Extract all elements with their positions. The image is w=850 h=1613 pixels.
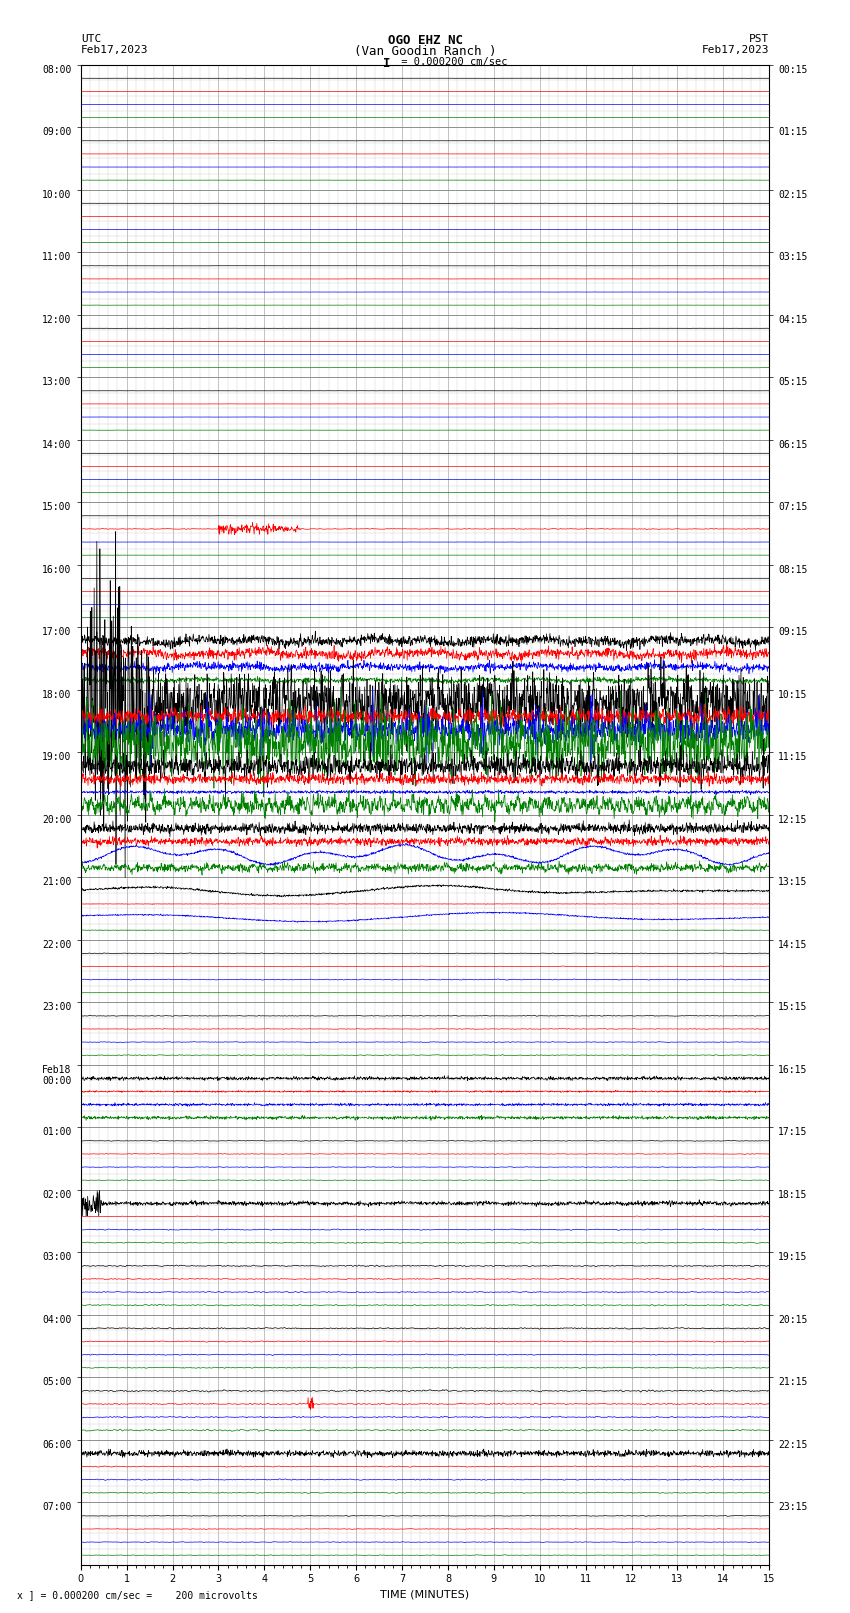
X-axis label: TIME (MINUTES): TIME (MINUTES) <box>381 1590 469 1600</box>
Text: Feb17,2023: Feb17,2023 <box>81 45 148 55</box>
Text: UTC: UTC <box>81 34 101 44</box>
Text: Feb17,2023: Feb17,2023 <box>702 45 769 55</box>
Text: I: I <box>383 58 390 71</box>
Text: x ] = 0.000200 cm/sec =    200 microvolts: x ] = 0.000200 cm/sec = 200 microvolts <box>17 1590 258 1600</box>
Text: OGO EHZ NC: OGO EHZ NC <box>388 34 462 47</box>
Text: (Van Goodin Ranch ): (Van Goodin Ranch ) <box>354 45 496 58</box>
Text: PST: PST <box>749 34 769 44</box>
Text: = 0.000200 cm/sec: = 0.000200 cm/sec <box>395 58 507 68</box>
